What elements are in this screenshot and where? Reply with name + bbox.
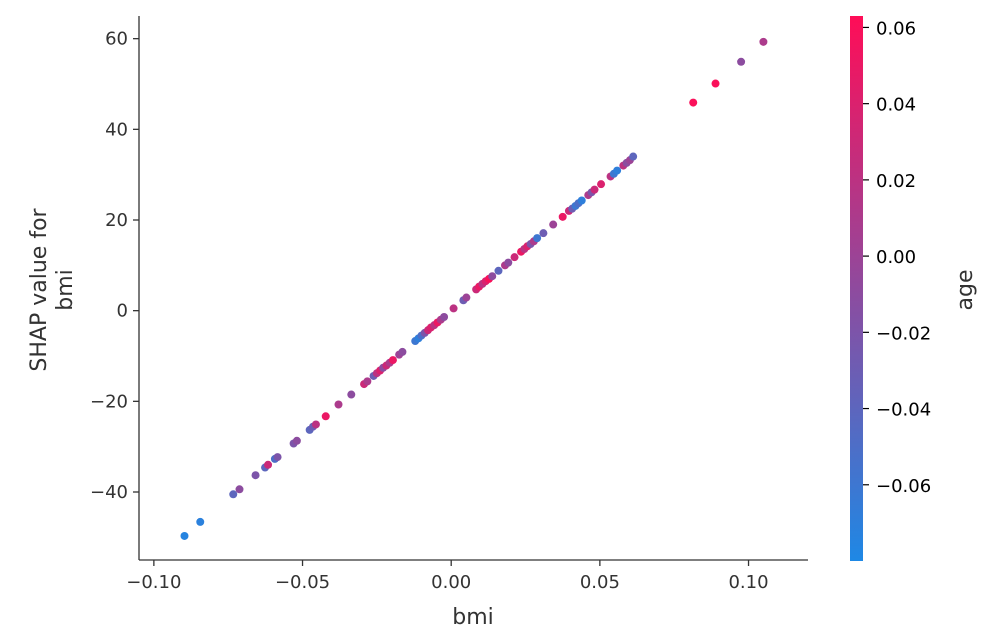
data-point [251, 471, 260, 480]
data-point [504, 258, 513, 267]
data-point [488, 272, 497, 281]
colorbar [850, 16, 863, 561]
y-axis-title-line1: SHAP value for [27, 207, 52, 371]
data-point [440, 313, 449, 322]
colorbar-tick-label: 0.04 [876, 95, 916, 116]
data-point [363, 377, 372, 386]
colorbar-tick-label: −0.04 [876, 400, 931, 421]
data-point [398, 347, 407, 356]
data-point [510, 253, 519, 262]
x-tick-label: 0.05 [580, 572, 620, 593]
data-point [321, 412, 330, 421]
y-tick-label: 60 [105, 29, 128, 50]
y-tick-label: −40 [90, 482, 128, 503]
data-point [235, 485, 244, 494]
data-point [577, 196, 586, 205]
data-point [388, 356, 397, 365]
data-point [196, 517, 205, 526]
colorbar-tick-label: −0.06 [876, 476, 931, 497]
data-point [347, 390, 356, 399]
y-axis-title-line2: bmi [53, 269, 78, 311]
colorbar-tick-label: 0.06 [876, 18, 916, 39]
data-point [311, 420, 320, 429]
data-point [292, 436, 301, 445]
x-tick-label: 0.10 [728, 572, 768, 593]
data-point [590, 185, 599, 194]
data-point [264, 460, 273, 469]
x-axis-title: bmi [452, 605, 494, 630]
colorbar-ticks: −0.06 −0.04 −0.02 0.00 0.02 0.04 0.06 [863, 18, 931, 497]
data-point [737, 57, 746, 66]
data-point [494, 266, 503, 275]
data-point [613, 166, 622, 175]
data-point [711, 79, 720, 88]
colorbar-tick-label: 0.02 [876, 171, 916, 192]
data-point [597, 180, 606, 189]
data-point [449, 304, 458, 313]
colorbar-tick-label: 0.00 [876, 247, 916, 268]
data-point [759, 37, 768, 46]
data-points [180, 37, 768, 540]
y-tick-label: 0 [117, 301, 128, 322]
data-point [180, 531, 189, 540]
colorbar-title: age [953, 270, 978, 311]
y-tick-label: 40 [105, 119, 128, 140]
data-point [462, 293, 471, 302]
data-point [689, 98, 698, 107]
y-tick-label: −20 [90, 391, 128, 412]
data-point [229, 490, 238, 499]
y-tick-label: 20 [105, 210, 128, 231]
data-point [533, 234, 542, 243]
data-point [549, 220, 558, 229]
x-tick-label: 0.00 [431, 572, 471, 593]
data-point [629, 152, 638, 161]
data-point [539, 229, 548, 238]
data-point [334, 400, 343, 409]
data-point [558, 212, 567, 221]
x-ticks: −0.10 −0.05 0.00 0.05 0.10 [126, 560, 769, 593]
x-tick-label: −0.05 [275, 572, 330, 593]
y-ticks: −40 −20 0 20 40 60 [90, 29, 139, 503]
data-point [273, 453, 282, 462]
x-tick-label: −0.10 [126, 572, 181, 593]
colorbar-tick-label: −0.02 [876, 323, 931, 344]
